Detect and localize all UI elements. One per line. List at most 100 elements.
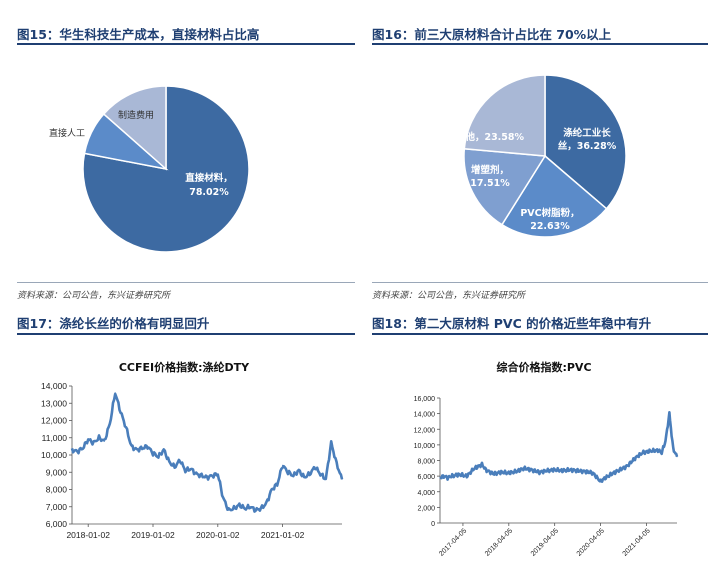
data-point-7 bbox=[481, 463, 483, 466]
fig18-title: 图18：第二大原材料 PVC 的价格近些年稳中有升 bbox=[372, 316, 652, 331]
data-point-23 bbox=[195, 473, 197, 475]
pie-slice-2 bbox=[463, 147, 547, 226]
fig17-title-rule bbox=[17, 333, 355, 335]
data-point-47 bbox=[325, 478, 327, 480]
series-line bbox=[439, 411, 679, 483]
data-point-30 bbox=[233, 507, 235, 510]
data-point-27 bbox=[626, 465, 628, 467]
x-tick-label-3: 2020-04-05 bbox=[576, 527, 606, 557]
fig18-title-rule bbox=[372, 333, 708, 335]
data-point-14 bbox=[147, 445, 149, 447]
y-tick-label-4: 8,000 bbox=[417, 459, 435, 466]
data-point-0 bbox=[71, 449, 73, 451]
pie-slice-2 bbox=[102, 85, 167, 171]
data-point-1 bbox=[443, 475, 445, 477]
data-point-41 bbox=[292, 475, 294, 477]
pie-label-3-line-0: 其他，23.58% bbox=[456, 131, 525, 143]
y-tick-label-0: 0 bbox=[431, 521, 435, 528]
data-point-45 bbox=[314, 466, 316, 468]
data-point-4 bbox=[93, 442, 95, 444]
data-point-34 bbox=[255, 509, 257, 511]
data-point-29 bbox=[228, 509, 230, 511]
data-point-31 bbox=[657, 449, 659, 451]
data-point-50 bbox=[341, 478, 343, 480]
x-tick-label-2: 2019-04-05 bbox=[530, 527, 560, 557]
data-point-19 bbox=[174, 466, 176, 468]
y-tick-label-7: 14,000 bbox=[414, 412, 436, 419]
data-point-32 bbox=[661, 452, 663, 454]
data-point-35 bbox=[672, 448, 674, 450]
data-point-9 bbox=[120, 411, 122, 413]
data-point-13 bbox=[523, 467, 525, 469]
data-point-1 bbox=[76, 450, 78, 453]
data-point-25 bbox=[206, 476, 208, 479]
data-point-26 bbox=[211, 475, 213, 477]
chart-title: 综合价格指数:PVC bbox=[496, 360, 591, 374]
data-point-24 bbox=[603, 477, 605, 480]
fig15-title: 图15：华生科技生产成本，直接材料占比高 bbox=[17, 27, 260, 42]
source-note-right: 资料来源：公司公告，东兴证券研究所 bbox=[372, 291, 526, 301]
y-tick-label-7: 13,000 bbox=[41, 398, 67, 408]
data-point-17 bbox=[163, 449, 165, 451]
data-point-6 bbox=[103, 440, 105, 442]
line-chart-polyester-dty: CCFEI价格指数:涤纶DTY 6,000 7,000 8,000 9,000 10,00… bbox=[41, 360, 344, 540]
y-tick-label-1: 7,000 bbox=[46, 502, 68, 512]
x-tick-label-0: 2017-04-05 bbox=[438, 527, 468, 557]
data-point-12 bbox=[136, 449, 138, 451]
data-point-4 bbox=[458, 473, 460, 476]
series-line bbox=[70, 392, 344, 513]
data-point-36 bbox=[265, 502, 267, 504]
data-point-0 bbox=[439, 477, 441, 479]
y-tick-label-6: 12,000 bbox=[414, 427, 436, 434]
data-point-43 bbox=[303, 476, 305, 479]
y-tick-label-0: 6,000 bbox=[46, 519, 68, 529]
data-point-8 bbox=[114, 392, 116, 394]
data-point-48 bbox=[330, 442, 332, 444]
data-point-23 bbox=[599, 480, 602, 483]
data-point-13 bbox=[141, 447, 143, 449]
pie-label-1-line-1: 22.63% bbox=[530, 221, 570, 232]
data-point-10 bbox=[125, 426, 127, 428]
data-point-21 bbox=[584, 470, 586, 473]
chart-title: CCFEI价格指数:涤纶DTY bbox=[119, 360, 250, 374]
y-tick-label-8: 14,000 bbox=[41, 381, 67, 391]
data-point-32 bbox=[244, 507, 246, 510]
pie-chart-production-cost: 直接材料， 78.02% 直接人工 制造费用 bbox=[49, 85, 250, 253]
data-point-22 bbox=[190, 468, 192, 470]
pie-label-1-line-0: PVC树脂粉， bbox=[520, 207, 579, 219]
data-point-19 bbox=[569, 469, 571, 471]
y-tick-label-6: 12,000 bbox=[41, 416, 67, 426]
data-point-28 bbox=[634, 457, 636, 459]
data-point-14 bbox=[531, 469, 533, 471]
y-tick-label-3: 6,000 bbox=[417, 474, 435, 481]
pie-slice-1 bbox=[500, 154, 608, 238]
pie-label-0-line-0: 涤纶工业长 bbox=[563, 127, 611, 139]
data-point-44 bbox=[309, 473, 311, 475]
data-point-49 bbox=[336, 463, 338, 465]
fig16-title: 图16：前三大原材料合计占比在 70%以上 bbox=[372, 27, 612, 42]
pie-label-direct-labor: 直接人工 bbox=[49, 127, 85, 139]
y-tick-label-5: 11,000 bbox=[42, 433, 68, 443]
line-chart-pvc: 综合价格指数:PVC 0 2,000 4,000 6,000 8,000 10,000 12,… bbox=[414, 360, 679, 558]
data-point-27 bbox=[217, 473, 219, 475]
data-point-33 bbox=[664, 440, 667, 442]
pie-label-direct-material: 直接材料， bbox=[185, 172, 233, 184]
data-point-24 bbox=[201, 475, 203, 477]
data-point-18 bbox=[561, 470, 563, 472]
data-point-15 bbox=[538, 471, 540, 473]
data-point-2 bbox=[447, 477, 449, 479]
data-point-16 bbox=[546, 470, 548, 472]
data-point-12 bbox=[515, 470, 518, 473]
data-point-17 bbox=[554, 469, 556, 471]
pie-label-manufacturing: 制造费用 bbox=[118, 109, 154, 121]
y-tick-label-8: 16,000 bbox=[414, 396, 436, 403]
data-point-10 bbox=[500, 471, 502, 473]
pie-slice-3 bbox=[463, 74, 546, 157]
data-point-8 bbox=[485, 469, 487, 471]
data-point-7 bbox=[109, 423, 111, 425]
pie-slice-0 bbox=[82, 85, 250, 253]
y-tick-label-2: 8,000 bbox=[46, 485, 68, 495]
x-tick-label-4: 2021-04-05 bbox=[622, 527, 652, 557]
x-tick-label-0: 2018-01-02 bbox=[66, 530, 110, 540]
